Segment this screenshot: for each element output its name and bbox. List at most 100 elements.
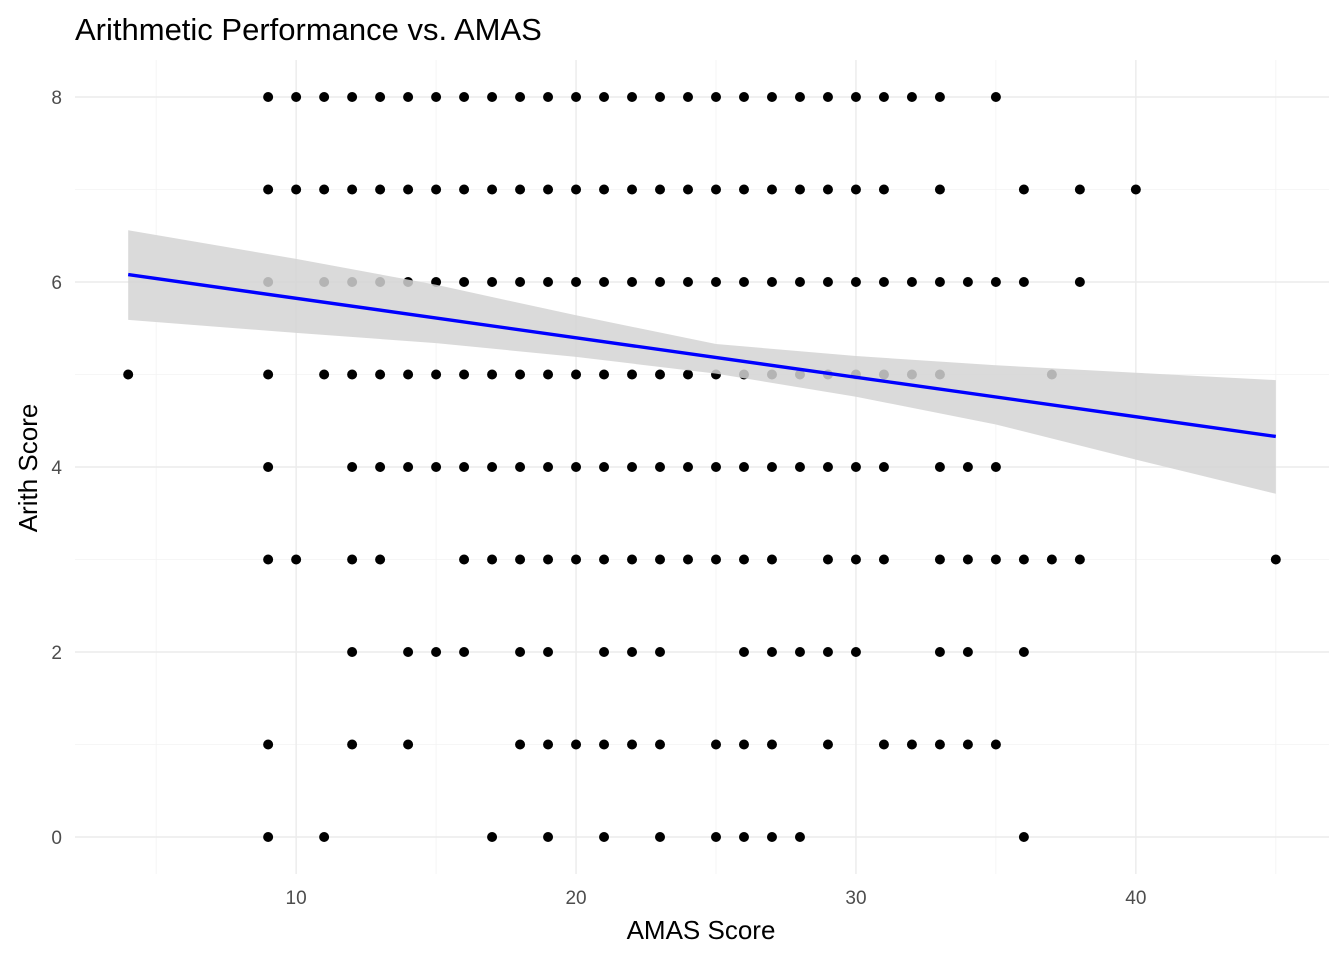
data-point: [543, 832, 554, 842]
data-point: [571, 92, 582, 102]
data-point: [1018, 277, 1029, 287]
data-point: [794, 277, 805, 287]
data-point: [878, 554, 889, 565]
data-point: [683, 462, 694, 472]
data-point: [766, 184, 777, 195]
data-point: [766, 832, 777, 842]
data-point: [403, 184, 414, 195]
data-point: [766, 647, 777, 657]
data-point: [375, 184, 386, 195]
y-tick-label: 8: [51, 88, 62, 109]
data-point: [990, 554, 1001, 565]
data-point: [487, 369, 498, 380]
data-point: [403, 739, 414, 750]
data-point: [878, 184, 889, 195]
data-point: [459, 277, 470, 287]
data-point: [822, 739, 833, 750]
data-point: [431, 369, 442, 380]
data-point: [990, 462, 1001, 472]
data-point: [347, 92, 358, 102]
data-point: [710, 92, 721, 102]
data-points: [123, 92, 1281, 842]
data-point: [263, 554, 274, 565]
data-point: [599, 554, 610, 565]
data-point: [319, 369, 330, 380]
data-point: [906, 739, 917, 750]
data-point: [655, 739, 666, 750]
data-point: [850, 277, 861, 287]
data-point: [487, 832, 498, 842]
data-point: [878, 277, 889, 287]
data-point: [319, 184, 330, 195]
data-point: [487, 462, 498, 472]
data-point: [599, 92, 610, 102]
data-point: [738, 277, 749, 287]
data-point: [934, 462, 945, 472]
data-point: [543, 184, 554, 195]
data-point: [263, 369, 274, 380]
data-point: [515, 369, 526, 380]
data-point: [515, 739, 526, 750]
data-point: [850, 462, 861, 472]
data-point: [403, 92, 414, 102]
x-tick-label: 20: [565, 888, 586, 909]
data-point: [263, 832, 274, 842]
data-point: [543, 647, 554, 657]
data-point: [487, 277, 498, 287]
data-point: [655, 647, 666, 657]
data-point: [962, 277, 973, 287]
data-point: [431, 462, 442, 472]
data-point: [655, 92, 666, 102]
data-point: [123, 369, 134, 380]
data-point: [1074, 554, 1085, 565]
data-point: [906, 277, 917, 287]
data-point: [934, 184, 945, 195]
data-point: [263, 184, 274, 195]
regression-line-layer: [127, 272, 1277, 439]
data-point: [738, 462, 749, 472]
data-point: [738, 647, 749, 657]
data-point: [655, 462, 666, 472]
data-point: [627, 277, 638, 287]
data-point: [850, 554, 861, 565]
data-point: [1018, 647, 1029, 657]
data-point: [990, 92, 1001, 102]
data-point: [347, 184, 358, 195]
data-point: [599, 369, 610, 380]
data-point: [962, 739, 973, 750]
data-point: [599, 647, 610, 657]
data-point: [459, 184, 470, 195]
data-point: [571, 369, 582, 380]
data-point: [683, 92, 694, 102]
data-point: [459, 647, 470, 657]
data-point: [962, 647, 973, 657]
data-point: [683, 184, 694, 195]
data-point: [683, 554, 694, 565]
data-point: [655, 832, 666, 842]
data-point: [794, 647, 805, 657]
data-point: [627, 554, 638, 565]
data-point: [627, 647, 638, 657]
data-point: [319, 92, 330, 102]
data-point: [347, 369, 358, 380]
data-point: [263, 462, 274, 472]
data-point: [655, 277, 666, 287]
data-point: [906, 92, 917, 102]
data-point: [599, 832, 610, 842]
data-point: [934, 554, 945, 565]
data-point: [459, 462, 470, 472]
data-point: [766, 739, 777, 750]
data-point: [655, 369, 666, 380]
data-point: [459, 369, 470, 380]
data-point: [375, 462, 386, 472]
data-point: [403, 462, 414, 472]
data-point: [515, 462, 526, 472]
data-point: [738, 554, 749, 565]
data-point: [822, 277, 833, 287]
data-point: [543, 739, 554, 750]
data-point: [375, 554, 386, 565]
data-point: [710, 184, 721, 195]
data-point: [543, 92, 554, 102]
data-point: [710, 462, 721, 472]
